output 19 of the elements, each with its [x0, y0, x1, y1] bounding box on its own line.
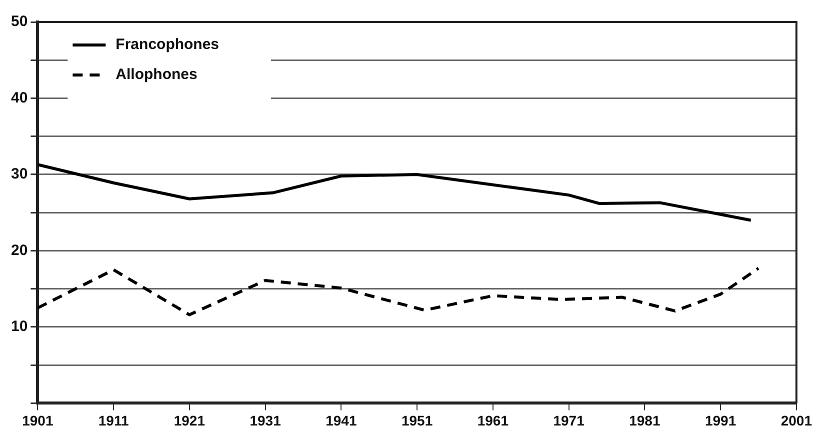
- y-tick-label: 30: [10, 166, 28, 183]
- x-tick-label: 1991: [704, 412, 736, 428]
- x-tick-label: 1961: [477, 412, 509, 428]
- y-tick-label: 50: [10, 13, 28, 30]
- y-tick-label: 10: [10, 318, 28, 336]
- x-tick-label: 1981: [629, 412, 660, 428]
- x-tick-label: 1931: [250, 412, 282, 428]
- x-tick-label: 1901: [22, 412, 54, 428]
- line-series: [38, 266, 760, 316]
- y-tick-label: 40: [10, 89, 28, 106]
- x-tick-label: 1921: [174, 412, 206, 428]
- x-tick-label: 1971: [553, 412, 585, 428]
- x-tick-label: 2001: [780, 412, 812, 428]
- legend-label: Allophones: [116, 66, 198, 84]
- x-tick-label: 1911: [98, 412, 129, 428]
- y-tick-label: 20: [10, 242, 28, 259]
- x-tick-label: 1951: [401, 412, 433, 428]
- legend-label: Francophones: [116, 36, 220, 54]
- x-tick-label: 1941: [326, 412, 357, 428]
